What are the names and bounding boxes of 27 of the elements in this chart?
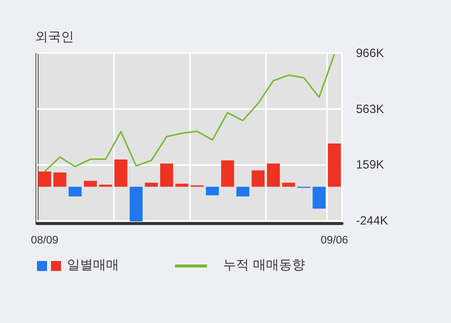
y-tick-label: 966K (356, 46, 384, 60)
bar (68, 186, 82, 196)
legend-label: 누적 매매동향 (223, 258, 306, 273)
bar (252, 170, 265, 187)
bar (206, 186, 219, 196)
y-tick-label: -244K (356, 214, 388, 228)
bar (38, 172, 52, 187)
bar (130, 186, 143, 222)
y-tick-label: 563K (356, 102, 384, 116)
bar (160, 163, 174, 187)
legend-label: 일별매매 (67, 258, 119, 273)
bar (114, 159, 128, 187)
x-tick-label: 08/09 (30, 234, 58, 246)
bar (53, 172, 66, 187)
bar (236, 186, 250, 196)
bar (266, 163, 280, 187)
bar (144, 182, 158, 187)
bar (328, 144, 341, 187)
chart-title: 외국인 (35, 30, 74, 45)
bar (84, 180, 97, 187)
bar (221, 160, 234, 187)
bar (312, 186, 326, 209)
line-series (44, 53, 336, 172)
y-tick-label: 159K (356, 158, 384, 172)
x-tick-label: 09/06 (320, 234, 348, 246)
bar (175, 184, 188, 187)
bar (282, 182, 296, 187)
